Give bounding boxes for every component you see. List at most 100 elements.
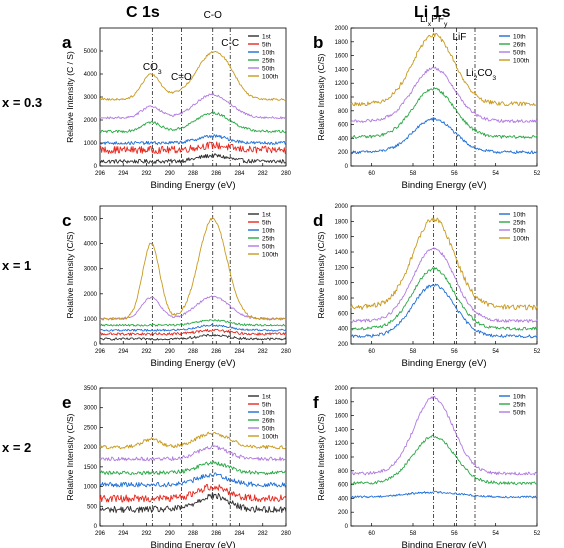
x-tick-label: 294	[118, 171, 129, 177]
series-line-50th	[99, 444, 287, 462]
x-tick-label: 58	[410, 531, 417, 537]
y-axis-label: Relative Intensity (C/S)	[316, 413, 326, 500]
legend-entry-10th: 10th	[513, 33, 526, 40]
y-tick-label: 1000	[84, 317, 98, 323]
series-line-26th	[99, 460, 287, 476]
legend-entry-50th: 50th	[262, 243, 275, 250]
plot-frame	[99, 205, 287, 345]
y-tick-label: 1800	[335, 219, 349, 225]
y-tick-label: 200	[338, 342, 349, 348]
x-tick-label: 294	[118, 349, 129, 355]
legend-entry-25th: 25th	[262, 235, 275, 242]
y-tick-label: 4000	[84, 72, 98, 78]
y-tick-label: 3000	[84, 267, 98, 273]
panel-label-b: b	[313, 33, 323, 52]
series-line-25th	[350, 267, 538, 331]
y-tick-label: 0	[94, 524, 98, 530]
panel-label-a: a	[62, 33, 72, 52]
x-tick-label: 58	[410, 171, 417, 177]
peak-annotation: CO3	[143, 62, 162, 76]
legend-entry-1st: 1st	[262, 33, 271, 40]
y-tick-label: 1400	[335, 427, 349, 433]
y-tick-label: 2000	[84, 118, 98, 124]
x-tick-label: 288	[188, 171, 199, 177]
y-tick-label: 2500	[84, 425, 98, 431]
legend-entry-26th: 26th	[513, 41, 526, 48]
row-label-x1: x = 1	[2, 258, 31, 273]
x-tick-label: 286	[211, 171, 222, 177]
legend-entry-50th: 50th	[513, 227, 526, 234]
x-tick-label: 284	[234, 171, 245, 177]
y-tick-label: 5000	[84, 217, 98, 223]
series-line-100th	[350, 32, 538, 107]
x-tick-label: 296	[95, 171, 106, 177]
peak-annotation: Li2CO3	[466, 68, 497, 82]
x-tick-label: 292	[141, 531, 152, 537]
y-tick-label: 800	[338, 296, 349, 302]
series-line-50th	[99, 93, 287, 120]
y-tick-label: 1500	[84, 465, 98, 471]
y-tick-label: 3000	[84, 406, 98, 412]
y-tick-label: 400	[338, 327, 349, 333]
y-tick-label: 2000	[84, 292, 98, 298]
series-line-100th	[99, 217, 287, 321]
x-tick-label: 280	[281, 171, 292, 177]
x-tick-label: 280	[281, 349, 292, 355]
y-tick-label: 1000	[335, 455, 349, 461]
y-tick-label: 1600	[335, 235, 349, 241]
x-tick-label: 56	[451, 171, 458, 177]
series-line-100th	[350, 217, 538, 311]
x-axis-label: Binding Energy (eV)	[150, 180, 235, 191]
series-line-10th	[99, 472, 287, 488]
x-tick-label: 60	[368, 171, 375, 177]
series-line-50th	[350, 247, 538, 323]
legend-entry-1st: 1st	[262, 393, 271, 400]
series-line-1st	[100, 333, 287, 341]
y-tick-label: 400	[338, 136, 349, 142]
y-tick-label: 2000	[335, 386, 349, 392]
peak-annotation: C-O	[204, 10, 223, 21]
y-axis-label: Relative Intensity (C/S)	[65, 231, 75, 318]
legend-entry-10th: 10th	[262, 227, 275, 234]
x-axis-label: Binding Energy (eV)	[401, 358, 486, 369]
panel-f: f 60 58 56 54 52 0 200 400 600 800 1000 1200 1400 1600…	[313, 386, 541, 548]
y-tick-label: 1200	[335, 265, 349, 271]
series-line-25th	[351, 434, 538, 486]
peak-annotation: LixPFy	[420, 14, 448, 28]
legend-entry-5th: 5th	[262, 219, 271, 226]
x-tick-label: 284	[234, 349, 245, 355]
x-tick-label: 52	[534, 349, 541, 355]
y-tick-label: 1800	[335, 400, 349, 406]
y-tick-label: 200	[338, 510, 349, 516]
panel-b: b 60 58 56 54 52 0 200 400 600 800 1000 1200 1400 1600…	[313, 14, 541, 191]
y-tick-label: 600	[338, 483, 349, 489]
y-tick-label: 2000	[84, 445, 98, 451]
x-tick-label: 292	[141, 349, 152, 355]
y-tick-label: 1000	[335, 281, 349, 287]
peak-annotation: C-C	[221, 38, 239, 49]
x-tick-label: 56	[451, 531, 458, 537]
x-tick-label: 56	[451, 349, 458, 355]
x-tick-label: 290	[165, 171, 176, 177]
x-tick-label: 292	[141, 171, 152, 177]
series-line-5th	[99, 328, 287, 336]
series-line-100th	[99, 50, 287, 101]
peak-annotation: C=O	[171, 72, 192, 83]
series-line-1st	[99, 153, 287, 164]
x-tick-label: 296	[95, 349, 106, 355]
y-tick-label: 1400	[335, 250, 349, 256]
x-tick-label: 296	[95, 531, 106, 537]
series-line-25th	[99, 111, 287, 134]
y-tick-label: 800	[338, 109, 349, 115]
legend-entry-10th: 10th	[262, 49, 275, 56]
legend-entry-25th: 25th	[513, 219, 526, 226]
x-tick-label: 282	[258, 349, 269, 355]
legend-entry-5th: 5th	[262, 41, 271, 48]
row-label-x2: x = 2	[2, 440, 31, 455]
y-tick-label: 2000	[335, 204, 349, 210]
x-tick-label: 286	[211, 531, 222, 537]
legend-entry-5th: 5th	[262, 401, 271, 408]
x-tick-label: 286	[211, 349, 222, 355]
x-tick-label: 290	[165, 349, 176, 355]
y-tick-label: 3500	[84, 386, 98, 392]
